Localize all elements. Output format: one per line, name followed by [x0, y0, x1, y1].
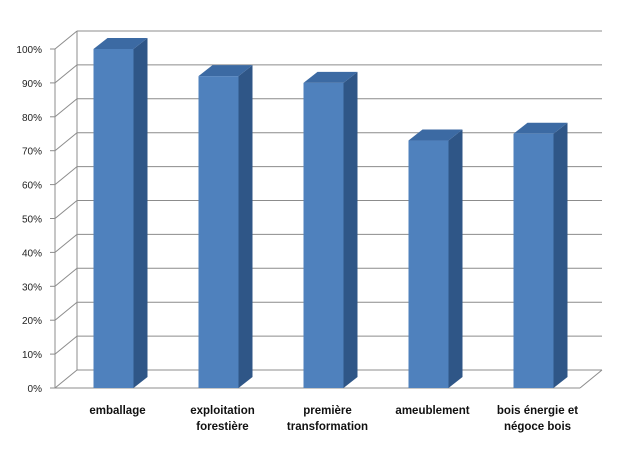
y-tick-label: 90%: [22, 79, 42, 90]
gridline-depth: [54, 234, 78, 253]
category-label-line: transformation: [287, 421, 368, 433]
bar: [408, 129, 463, 388]
bar-top: [408, 129, 463, 141]
bar-top: [303, 71, 358, 83]
bar-front: [408, 140, 449, 388]
category-label-line: exploitation: [190, 405, 255, 417]
category-label-line: forestière: [196, 421, 248, 433]
bar: [198, 65, 253, 389]
bar-side: [238, 65, 253, 389]
category-label: emballage: [89, 405, 145, 417]
bar-front: [198, 76, 239, 389]
y-tick-label: 100%: [16, 45, 42, 56]
bar: [93, 38, 148, 388]
bar-side: [553, 122, 568, 388]
bar-front: [303, 82, 344, 389]
bar-top: [513, 122, 568, 134]
y-tick-label: 50%: [22, 215, 42, 226]
y-tick-label: 10%: [22, 350, 42, 361]
y-tick-label: 40%: [22, 248, 42, 259]
gridline-depth: [54, 132, 78, 152]
bar: [303, 71, 358, 389]
category-label: première transformation: [287, 405, 368, 433]
y-tick-label: 20%: [22, 316, 42, 327]
gridline-depth: [54, 301, 78, 321]
category-label-line: négoce bois: [504, 421, 571, 433]
bar-top: [93, 38, 148, 49]
y-tick-label: 30%: [22, 282, 42, 293]
bar-front: [93, 49, 134, 388]
gridline-depth: [54, 30, 78, 50]
category-label: bois énergie et négoce bois: [497, 405, 578, 433]
category-label-line: bois énergie et: [497, 405, 578, 417]
y-tick-label: 60%: [22, 181, 42, 192]
gridline-depth: [54, 64, 78, 84]
gridline-depth: [54, 200, 78, 219]
bar-side: [448, 129, 463, 388]
y-tick-labels: 0% 10% 20% 30% 40% 50% 60% 70% 80% 90% 100%: [16, 45, 42, 395]
bar: [513, 122, 568, 388]
gridline-depth: [54, 267, 78, 287]
y-tick-label: 0%: [28, 384, 43, 395]
gridline-depth: [54, 369, 78, 389]
bar-side: [133, 38, 148, 388]
y-tick-label: 70%: [22, 147, 42, 158]
bar-side: [343, 71, 358, 389]
bars: [93, 38, 568, 389]
category-labels: emballage exploitation forestière première t…: [89, 405, 578, 433]
gridline-depth: [54, 335, 78, 355]
category-label: ameublement: [395, 405, 469, 417]
floor-right-edge: [579, 369, 603, 389]
bar-front: [513, 133, 554, 388]
y-tick-label: 80%: [22, 113, 42, 124]
category-label-line: première: [303, 405, 352, 417]
category-label-line: ameublement: [395, 405, 469, 417]
bar-top: [198, 65, 253, 77]
category-label-line: emballage: [89, 405, 145, 417]
gridline-depth: [54, 166, 78, 185]
category-label: exploitation forestière: [190, 405, 255, 433]
gridline-depth: [54, 98, 78, 118]
